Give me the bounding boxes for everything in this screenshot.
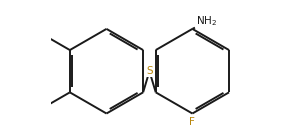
Text: NH$_2$: NH$_2$ bbox=[196, 14, 217, 28]
Text: S: S bbox=[146, 66, 153, 76]
Text: F: F bbox=[189, 117, 195, 127]
